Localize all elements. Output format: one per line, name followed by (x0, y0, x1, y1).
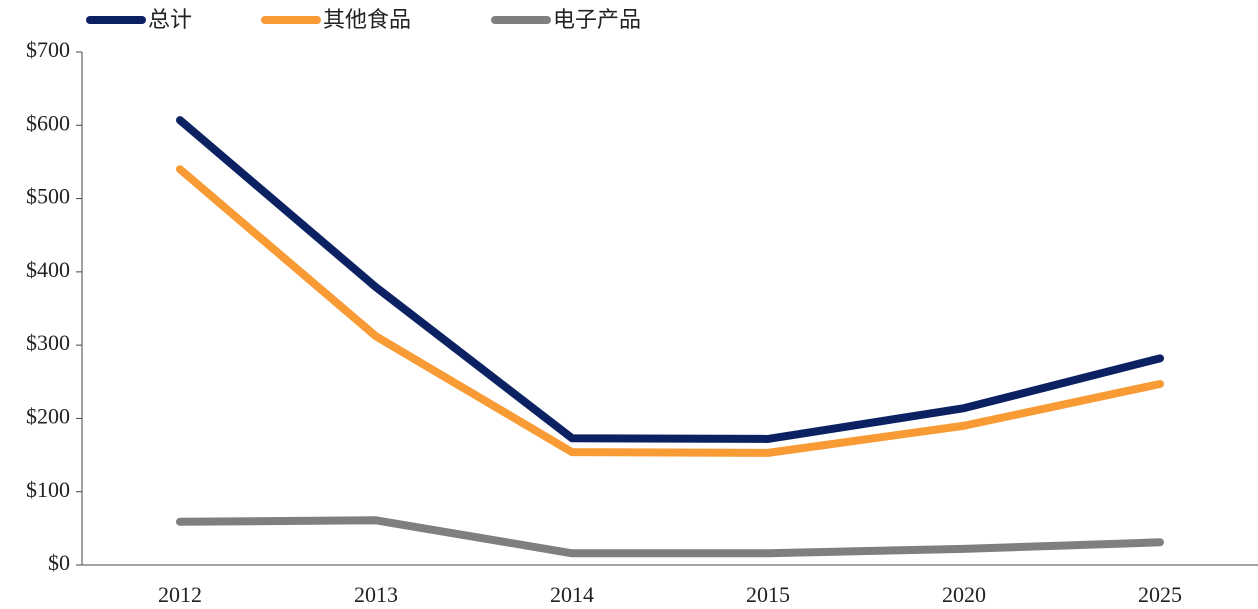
x-tick-label: 2015 (746, 582, 790, 607)
line-series (176, 116, 1164, 443)
x-tick-label: 2012 (158, 582, 202, 607)
x-tick-label: 2013 (354, 582, 398, 607)
y-tick-label: $200 (26, 403, 70, 428)
y-tick-label: $500 (26, 184, 70, 209)
y-tick-label: $300 (26, 330, 70, 355)
legend-label: 其他食品 (323, 8, 411, 33)
line-series (176, 516, 1164, 558)
x-tick-label: 2014 (550, 582, 594, 607)
x-tick-label: 2020 (942, 582, 986, 607)
y-tick-label: $600 (26, 110, 70, 135)
y-tick-label: $700 (26, 37, 70, 62)
y-tick-label: $100 (26, 477, 70, 502)
line-series (176, 165, 1164, 457)
legend-label: 电子产品 (553, 8, 641, 33)
y-tick-label: $0 (48, 550, 70, 575)
legend-label: 总计 (148, 8, 192, 33)
x-tick-label: 2025 (1138, 582, 1182, 607)
y-tick-label: $400 (26, 257, 70, 282)
